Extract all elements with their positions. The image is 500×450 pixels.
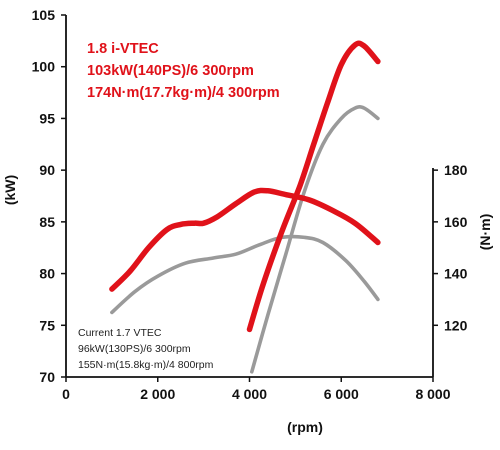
series xyxy=(109,40,381,374)
new-engine-torque-spec: 174N·m(17.7kg·m)/4 300rpm xyxy=(87,85,280,101)
left-y-axis-label: (kW) xyxy=(2,175,18,205)
right-y-tick-label: 140 xyxy=(444,266,468,282)
new-engine-name: 1.8 i-VTEC xyxy=(87,41,159,57)
left-y-tick-label: 105 xyxy=(32,7,56,23)
new-power-curve xyxy=(246,40,381,333)
left-y-tick-label: 90 xyxy=(39,162,55,178)
current-engine-torque-spec: 155N·m(15.8kg·m)/4 800rpm xyxy=(78,359,214,371)
current-engine-annotation: Current 1.7 VTEC 96kW(130PS)/6 300rpm 15… xyxy=(78,327,214,371)
current-torque-curve xyxy=(110,234,380,315)
new-engine-annotation: 1.8 i-VTEC 103kW(140PS)/6 300rpm 174N·m(… xyxy=(87,41,280,101)
right-y-tick-label: 180 xyxy=(444,162,468,178)
left-y-tick-label: 95 xyxy=(39,110,55,126)
x-axis-label: (rpm) xyxy=(287,419,323,435)
x-tick-label: 6 000 xyxy=(324,386,359,402)
left-y-tick-label: 75 xyxy=(39,317,55,333)
new-torque-curve xyxy=(109,187,381,292)
right-y-tick-label: 160 xyxy=(444,214,468,230)
left-y-tick-label: 70 xyxy=(39,369,55,385)
current-power-curve xyxy=(250,105,380,374)
tick-labels: 0 2 000 4 000 6 000 8 000 70 75 80 85 90 95 100 105 1… xyxy=(32,7,468,402)
x-tick-label: 4 000 xyxy=(232,386,267,402)
x-tick-label: 8 000 xyxy=(415,386,450,402)
right-y-tick-label: 120 xyxy=(444,317,468,333)
current-engine-name: Current 1.7 VTEC xyxy=(78,327,162,339)
x-tick-label: 0 xyxy=(62,386,70,402)
left-y-tick-label: 85 xyxy=(39,214,55,230)
current-engine-power-spec: 96kW(130PS)/6 300rpm xyxy=(78,343,191,355)
left-y-tick-label: 100 xyxy=(32,59,56,75)
right-y-axis-label: (N·m) xyxy=(477,214,493,251)
left-y-tick-label: 80 xyxy=(39,266,55,282)
x-tick-label: 2 000 xyxy=(140,386,175,402)
new-engine-power-spec: 103kW(140PS)/6 300rpm xyxy=(87,63,254,79)
